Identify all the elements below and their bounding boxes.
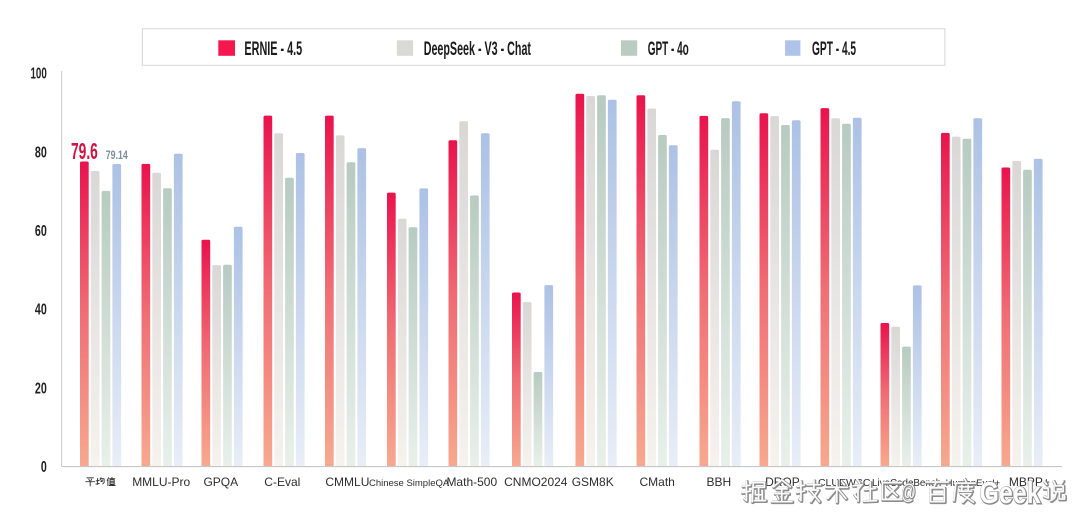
svg-text:Geek: Geek (980, 476, 1042, 511)
svg-text:GPT - 4.5: GPT - 4.5 (812, 38, 856, 60)
svg-text:20: 20 (35, 381, 47, 398)
svg-text:@: @ (901, 481, 916, 504)
svg-text:CMMLU: CMMLU (325, 475, 369, 489)
svg-text:BBH: BBH (707, 475, 732, 489)
svg-text:Geek: Geek (980, 475, 1042, 510)
svg-text:GPT - 4o: GPT - 4o (648, 38, 689, 60)
svg-text:MBPP+: MBPP+ (1009, 475, 1050, 489)
svg-text:79.14: 79.14 (106, 148, 128, 162)
svg-text:0: 0 (41, 459, 47, 476)
svg-text:80: 80 (35, 144, 47, 161)
svg-text:ERNIE - 4.5: ERNIE - 4.5 (244, 38, 302, 60)
svg-text:60: 60 (35, 223, 47, 240)
svg-text:100: 100 (31, 66, 47, 83)
svg-text:Chinese SimpleQA: Chinese SimpleQA (369, 478, 450, 489)
svg-text:MMLU-Pro: MMLU-Pro (132, 475, 190, 489)
svg-text:DeepSeek - V3 - Chat: DeepSeek - V3 - Chat (424, 38, 532, 60)
svg-text:GPQA: GPQA (203, 475, 238, 489)
svg-text:@: @ (902, 481, 917, 504)
svg-text:40: 40 (35, 302, 47, 319)
svg-text:CMath: CMath (640, 475, 675, 489)
svg-text:79.6: 79.6 (71, 138, 98, 164)
svg-text:Math-500: Math-500 (446, 475, 497, 489)
svg-text:GSM8K: GSM8K (572, 475, 614, 489)
svg-text:LiveCodeBench: LiveCodeBench (872, 478, 941, 489)
svg-text:C-Eval: C-Eval (264, 475, 300, 489)
svg-text:CNMO2024: CNMO2024 (504, 475, 568, 489)
